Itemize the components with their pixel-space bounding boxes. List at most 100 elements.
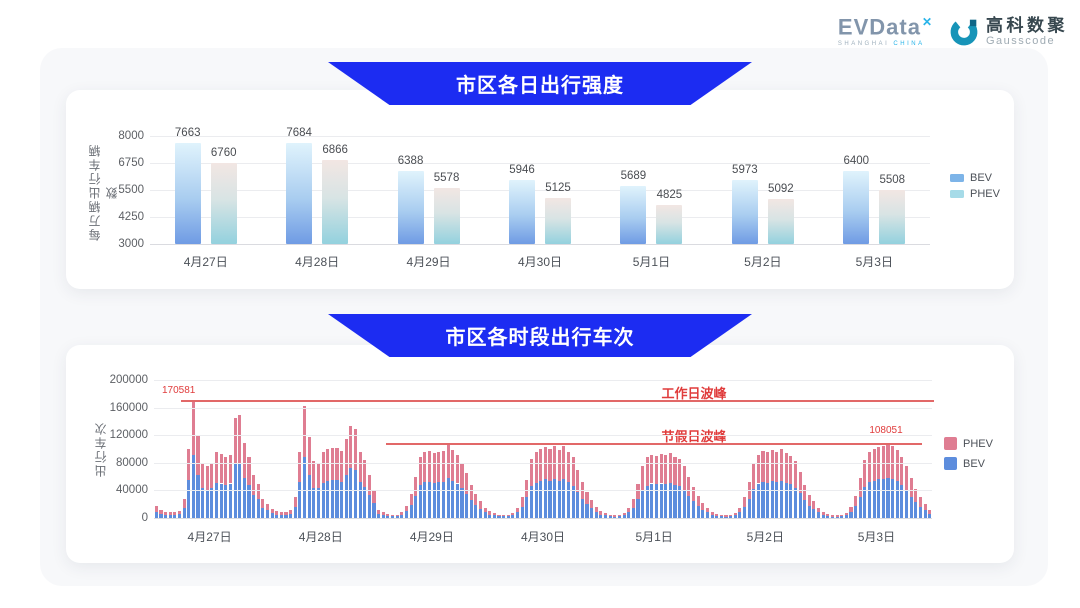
phev-hour-bar	[566, 451, 571, 483]
bev-hour-bar	[219, 483, 223, 518]
bev-hour-bar	[659, 483, 663, 518]
chart2-plot-area: 170581 工作日波峰 节假日波峰 108051	[154, 380, 934, 518]
bev-hour-bar	[423, 482, 427, 518]
legend-item-bev[interactable]: BEV	[950, 172, 1000, 184]
phev-hour-bar	[687, 476, 691, 496]
phev-hour-bar	[191, 400, 195, 456]
bev-hour-bar	[418, 484, 422, 518]
bev-hour-bar	[817, 512, 821, 518]
phev-hour-bar	[580, 482, 584, 499]
bev-hour-bar	[775, 482, 779, 518]
bev-value-label: 6400	[843, 154, 870, 167]
phev-bar	[210, 162, 237, 244]
phev-hour-bar	[511, 513, 515, 516]
bev-legend-swatch	[944, 457, 957, 470]
phev-hour-bar	[761, 451, 765, 483]
bev-hour-bar	[664, 484, 668, 518]
bev-hour-bar	[756, 483, 760, 518]
bev-hour-bar	[275, 514, 279, 518]
bev-hour-bar	[506, 515, 510, 518]
bev-hour-bar	[881, 478, 885, 518]
bev-bar	[731, 179, 758, 244]
phev-hour-bar	[881, 445, 885, 479]
bev-hour-bar	[261, 507, 265, 518]
phev-hour-bar	[330, 448, 334, 481]
bev-hour-bar	[215, 482, 219, 518]
bev-hour-bar	[367, 494, 371, 518]
bev-hour-bar	[465, 493, 469, 518]
bev-hour-bar	[747, 498, 751, 518]
bev-hour-bar	[650, 483, 654, 518]
bev-hour-bar	[242, 477, 246, 518]
bev-hour-bar	[474, 504, 478, 518]
bev-hour-bar	[779, 480, 784, 518]
phev-hour-bar	[252, 475, 256, 496]
phev-hour-bar	[474, 493, 478, 505]
phev-hour-bar	[154, 506, 158, 512]
phev-hour-bar	[622, 513, 626, 516]
y-tick-label: 160000	[109, 401, 148, 414]
phev-hour-bar	[784, 453, 788, 483]
gridline	[154, 490, 932, 492]
phev-hour-bar	[423, 451, 427, 483]
phev-hour-bar	[914, 489, 918, 503]
bev-hour-bar	[344, 475, 348, 518]
bev-hour-bar	[872, 480, 876, 518]
bev-hour-bar	[478, 509, 483, 518]
y-tick-label: 40000	[116, 484, 148, 497]
holiday-peak-line	[386, 443, 922, 446]
chart2-title: 市区各时段出行车次	[445, 327, 635, 349]
gridline	[154, 435, 932, 437]
phev-hour-bar	[488, 511, 492, 515]
bev-bar	[397, 170, 424, 244]
bev-hour-bar	[877, 479, 881, 518]
bev-hour-bar	[196, 475, 200, 518]
bev-hour-bar	[705, 512, 709, 518]
bev-hour-bar	[205, 489, 209, 518]
phev-hour-bar	[752, 464, 756, 489]
bev-hour-bar	[691, 501, 696, 518]
legend-item-bev[interactable]: BEV	[944, 457, 993, 470]
phev-hour-bar	[854, 495, 858, 507]
bev-hour-bar	[502, 515, 506, 518]
legend-label: PHEV	[963, 437, 993, 450]
gausscode-logo: 高科数聚 Gausscode	[949, 17, 1068, 47]
phev-hour-bar	[617, 514, 621, 516]
bev-hour-bar	[312, 487, 316, 518]
bev-hour-bar	[844, 515, 848, 518]
phev-hour-bar	[302, 405, 307, 458]
phev-hour-bar	[441, 451, 445, 483]
x-tick-label: 4月30日	[517, 255, 562, 269]
bev-hour-bar	[571, 485, 575, 518]
bev-hour-bar	[613, 516, 617, 518]
bev-hour-bar	[668, 482, 672, 518]
bev-hour-bar	[900, 484, 904, 518]
evdata-wordmark: EVData✕	[837, 14, 933, 40]
phev-hour-bar	[844, 513, 848, 516]
phev-hour-bar	[321, 452, 325, 483]
bev-hour-bar	[191, 455, 195, 518]
bev-hour-bar	[789, 484, 793, 518]
bev-hour-bar	[858, 496, 862, 518]
bev-hour-bar	[580, 498, 584, 518]
bev-hour-bar	[363, 486, 367, 518]
bev-hour-bar	[460, 488, 464, 518]
phev-value-label: 5125	[545, 182, 571, 195]
phev-hour-bar	[418, 457, 422, 485]
bev-value-label: 7684	[286, 126, 312, 139]
phev-hour-bar	[840, 514, 844, 516]
legend-item-phev[interactable]: PHEV	[944, 437, 993, 450]
phev-value-label: 5578	[433, 172, 460, 185]
gridline	[150, 136, 930, 137]
phev-bar	[545, 198, 571, 244]
phev-hour-bar	[590, 500, 594, 509]
bev-hour-bar	[520, 506, 524, 518]
bev-hour-bar	[928, 513, 932, 518]
header-logos: EVData✕ SHANGHAI CHINA 高科数聚 Gausscode	[837, 14, 1068, 48]
phev-hour-bar	[548, 449, 552, 481]
legend-item-phev[interactable]: PHEV	[950, 188, 1000, 200]
phev-hour-bar	[210, 462, 214, 489]
bev-hour-bar	[451, 481, 455, 518]
bev-hour-bar	[654, 484, 659, 518]
